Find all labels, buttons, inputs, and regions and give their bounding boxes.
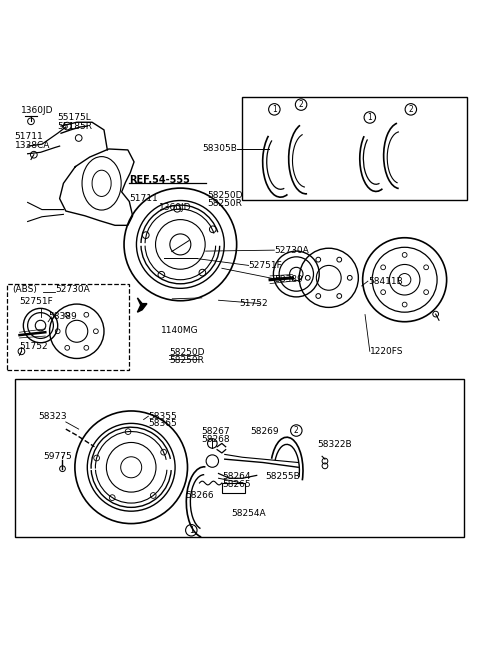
Text: 58411B: 58411B [368,277,403,285]
Text: 58255B: 58255B [265,472,300,481]
Text: 52730A: 52730A [275,246,309,255]
Text: 52751F: 52751F [249,261,282,270]
Text: 58269: 58269 [251,427,279,436]
Bar [242,97,467,200]
Text: 58250R: 58250R [207,199,242,208]
Text: 1: 1 [367,113,372,122]
Text: 58365: 58365 [148,419,177,428]
Text: 51711: 51711 [129,194,158,203]
Text: 1: 1 [189,526,194,535]
Bar [7,283,129,370]
Text: 58250D: 58250D [169,348,205,357]
Text: 2: 2 [408,105,413,114]
Text: 58266: 58266 [185,492,214,500]
Text: 1140MG: 1140MG [161,326,199,335]
Text: 59775: 59775 [43,452,72,461]
Text: 1360JD: 1360JD [159,202,192,212]
Text: (ABS): (ABS) [12,285,37,294]
Text: 55185R: 55185R [58,121,93,131]
Polygon shape [137,298,147,312]
Text: 58250D: 58250D [207,191,243,200]
Text: 58389: 58389 [275,275,303,284]
Text: 58265: 58265 [222,481,251,490]
Text: 52751F: 52751F [20,297,53,306]
Text: 58254A: 58254A [231,509,266,518]
Text: 58389: 58389 [48,312,77,321]
Text: 58355: 58355 [148,412,177,421]
Text: 58323: 58323 [38,412,67,421]
Text: 55175L: 55175L [58,113,92,122]
Text: 58305B: 58305B [202,144,237,153]
Text: 51752: 51752 [20,342,48,351]
Text: 58322B: 58322B [317,440,352,449]
Text: 2: 2 [299,100,303,109]
Text: 58268: 58268 [201,435,229,444]
Text: 1338CA: 1338CA [15,140,50,150]
Text: 51711: 51711 [15,132,44,141]
Bar [15,379,464,537]
Text: 58250R: 58250R [169,357,204,366]
Text: 1220FS: 1220FS [370,347,403,356]
Text: 1: 1 [272,105,277,114]
Text: 58267: 58267 [201,427,229,436]
Text: 51752: 51752 [239,299,268,308]
Text: REF.54-555: REF.54-555 [129,174,190,185]
Text: 2: 2 [294,426,299,435]
Text: 58264: 58264 [222,472,251,481]
Text: 1360JD: 1360JD [21,106,53,116]
Bar [222,483,245,492]
Text: 52730A: 52730A [55,285,90,294]
